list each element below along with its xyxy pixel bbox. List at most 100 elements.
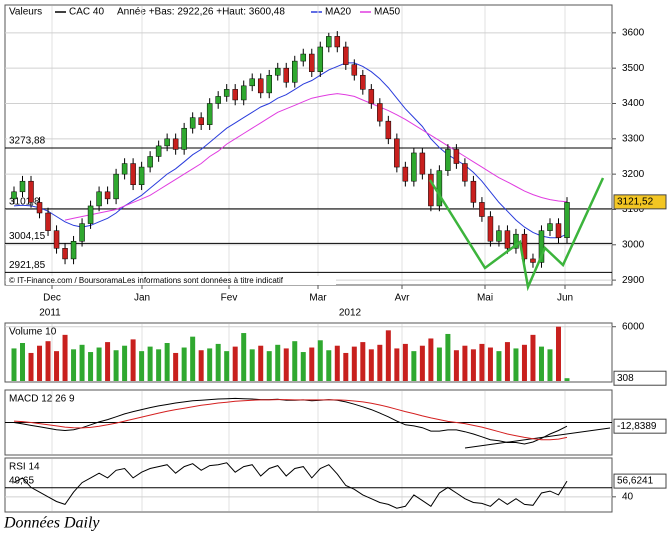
- candle-body: [11, 191, 17, 200]
- candle-body: [53, 230, 60, 249]
- reference-label-bg: [7, 195, 41, 207]
- candle-body: [104, 191, 111, 200]
- volume-bar: [20, 343, 26, 381]
- volume-bar: [462, 345, 468, 381]
- candle-body: [240, 85, 247, 101]
- candle-body: [130, 163, 136, 185]
- candle-body: [45, 212, 51, 231]
- last-value-label: 3121,52: [617, 197, 654, 208]
- volume-bar: [300, 352, 306, 381]
- candle-body: [172, 138, 179, 150]
- volume-bar: [156, 349, 162, 381]
- candle-body: [555, 223, 562, 238]
- volume-bar: [198, 350, 204, 381]
- reference-label: 3101,8: [9, 196, 40, 207]
- candle-body: [368, 89, 375, 104]
- volume-bar: [470, 349, 476, 381]
- volume-bar: [37, 345, 43, 381]
- candle-body: [360, 74, 366, 90]
- volume-bar: [555, 326, 561, 381]
- candle-body: [419, 152, 426, 175]
- legend-range: Année +Bas: 2922,26 +Haut: 3600,48: [117, 7, 285, 18]
- legend-ma20: MA20: [325, 7, 352, 18]
- last-value-box: [613, 194, 667, 210]
- rsi-panel: [4, 457, 613, 513]
- volume-bar: [130, 339, 136, 381]
- y-tick-label: 3000: [622, 239, 645, 250]
- volume-bar: [530, 334, 536, 381]
- candle-body: [189, 117, 196, 129]
- candle-body: [479, 202, 485, 217]
- source: © IT-Finance.com / BoursoramaLes informa…: [9, 276, 284, 285]
- volume-bar: [521, 344, 527, 381]
- candle-body: [147, 156, 153, 168]
- volume-bar: [487, 347, 493, 381]
- candle-body: [223, 89, 230, 97]
- reference-label: 3273,88: [9, 136, 46, 147]
- year-label: 2012: [339, 308, 362, 319]
- last-value-label: 308: [617, 373, 634, 384]
- volume-bar: [164, 343, 170, 381]
- volume-bar: [411, 351, 417, 381]
- year-label: 2011: [39, 308, 61, 319]
- candle-body: [470, 180, 477, 203]
- candle-body: [79, 223, 85, 242]
- y-tick-label: 6000: [622, 321, 645, 332]
- volume-bar: [385, 330, 391, 381]
- candle-body: [249, 78, 255, 87]
- volume-bar: [419, 345, 425, 381]
- candle-body: [113, 173, 119, 200]
- volume-bar: [71, 349, 77, 381]
- candle-body: [504, 230, 511, 249]
- candle-body: [377, 103, 383, 122]
- source-bg: [6, 276, 336, 285]
- legend-label: Valeurs: [9, 7, 42, 18]
- volume-bar: [326, 350, 332, 381]
- volume-bar: [28, 352, 34, 381]
- volume-bar: [479, 343, 485, 381]
- volume-bar: [283, 348, 289, 381]
- candle-body: [351, 64, 358, 76]
- volume-bar: [360, 342, 366, 381]
- volume-bar: [266, 351, 272, 381]
- candle-body: [232, 89, 238, 101]
- volume-bar: [309, 347, 315, 381]
- candle-body: [283, 67, 289, 83]
- candle-body: [530, 258, 536, 263]
- candle-body: [385, 120, 392, 140]
- volume-bar: [368, 349, 374, 381]
- y-tick-label: 3200: [622, 169, 645, 180]
- candle-body: [215, 96, 221, 104]
- trend-line: [464, 427, 611, 449]
- y-tick-label: 3300: [622, 133, 645, 144]
- volume-bar: [496, 351, 502, 381]
- y-tick-label: 40: [622, 491, 634, 502]
- legend-ma50: MA50: [374, 7, 401, 18]
- volume-bar: [377, 344, 383, 381]
- volume-bar: [45, 341, 51, 381]
- volume-bar: [538, 346, 544, 381]
- panel-title: Volume 10: [9, 327, 57, 338]
- candle-body: [257, 78, 264, 94]
- volume-bar: [147, 346, 153, 381]
- x-tick-label: Jun: [557, 293, 573, 304]
- volume-bar: [249, 349, 255, 381]
- volume-bar: [241, 333, 247, 381]
- candle-body: [70, 241, 77, 260]
- volume-bar: [317, 340, 323, 381]
- reference-label-bg: [7, 259, 41, 271]
- volume-bar: [113, 350, 119, 381]
- w-pattern: [428, 177, 605, 292]
- candle-body: [428, 173, 434, 207]
- candle-body: [326, 36, 332, 48]
- candle-body: [198, 117, 204, 125]
- last-value-box: [613, 370, 667, 386]
- volume-bar: [513, 348, 519, 381]
- last-value-box: [613, 418, 667, 434]
- candle-body: [343, 46, 349, 65]
- volume-bar: [445, 333, 451, 381]
- volume-bar: [62, 334, 68, 381]
- reference-label: 3004,15: [9, 231, 46, 242]
- candle-body: [300, 53, 307, 62]
